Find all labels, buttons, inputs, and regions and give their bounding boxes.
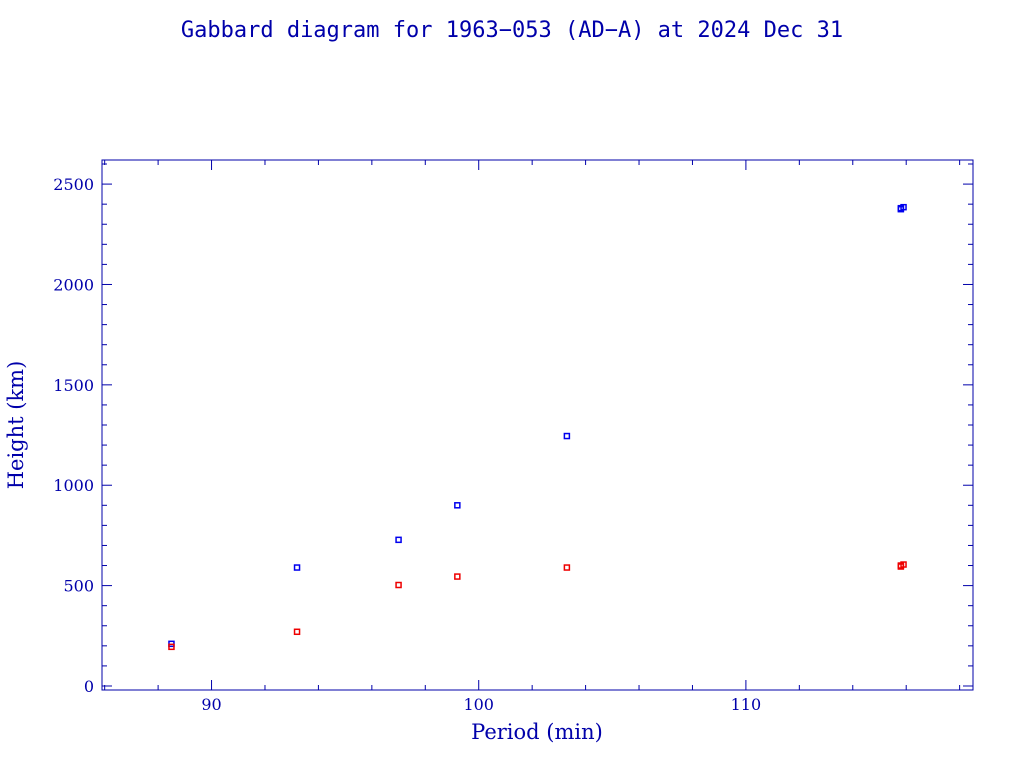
apogee-point (897, 204, 905, 212)
y-tick-label: 1000 (53, 476, 94, 495)
x-tick-label: 100 (463, 695, 494, 714)
perigee-point (897, 562, 905, 569)
axis-tick-labels: 90 100 110 0 500 1000 1500 2000 2500 (53, 175, 761, 714)
apogee-point (563, 432, 571, 440)
plot-frame (101, 159, 974, 691)
axis-ticks (102, 160, 973, 690)
perigee-point (454, 573, 461, 580)
x-tick-label: 110 (731, 695, 762, 714)
y-tick-label: 0 (84, 677, 94, 696)
y-axis-label: Height (km) (4, 361, 28, 490)
y-tick-label: 2500 (53, 175, 94, 194)
y-tick-label: 2000 (53, 275, 94, 294)
data-points (168, 203, 907, 651)
apogee-point (395, 536, 402, 544)
apogee-point (293, 564, 301, 571)
y-tick-label: 1500 (53, 376, 94, 395)
perigee-point (168, 643, 175, 651)
chart-title: Gabbard diagram for 1963−053 (AD−A) at 2… (181, 18, 843, 43)
perigee-point (293, 628, 301, 636)
perigee-point (563, 564, 571, 571)
x-axis-label: Period (min) (471, 720, 603, 744)
perigee-point (395, 581, 402, 589)
y-tick-label: 500 (63, 577, 94, 596)
x-tick-label: 90 (201, 695, 221, 714)
apogee-point (454, 502, 461, 509)
